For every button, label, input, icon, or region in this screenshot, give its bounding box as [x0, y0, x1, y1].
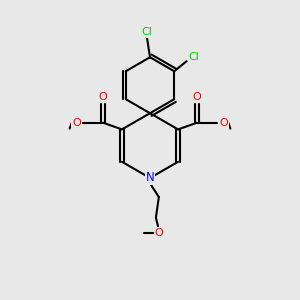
Text: O: O: [99, 92, 108, 102]
Text: N: N: [146, 172, 154, 184]
Text: O: O: [192, 92, 201, 102]
Text: O: O: [154, 228, 163, 238]
Text: Cl: Cl: [189, 52, 200, 61]
Text: Cl: Cl: [142, 27, 152, 37]
Text: O: O: [72, 118, 81, 128]
Text: O: O: [219, 118, 228, 128]
